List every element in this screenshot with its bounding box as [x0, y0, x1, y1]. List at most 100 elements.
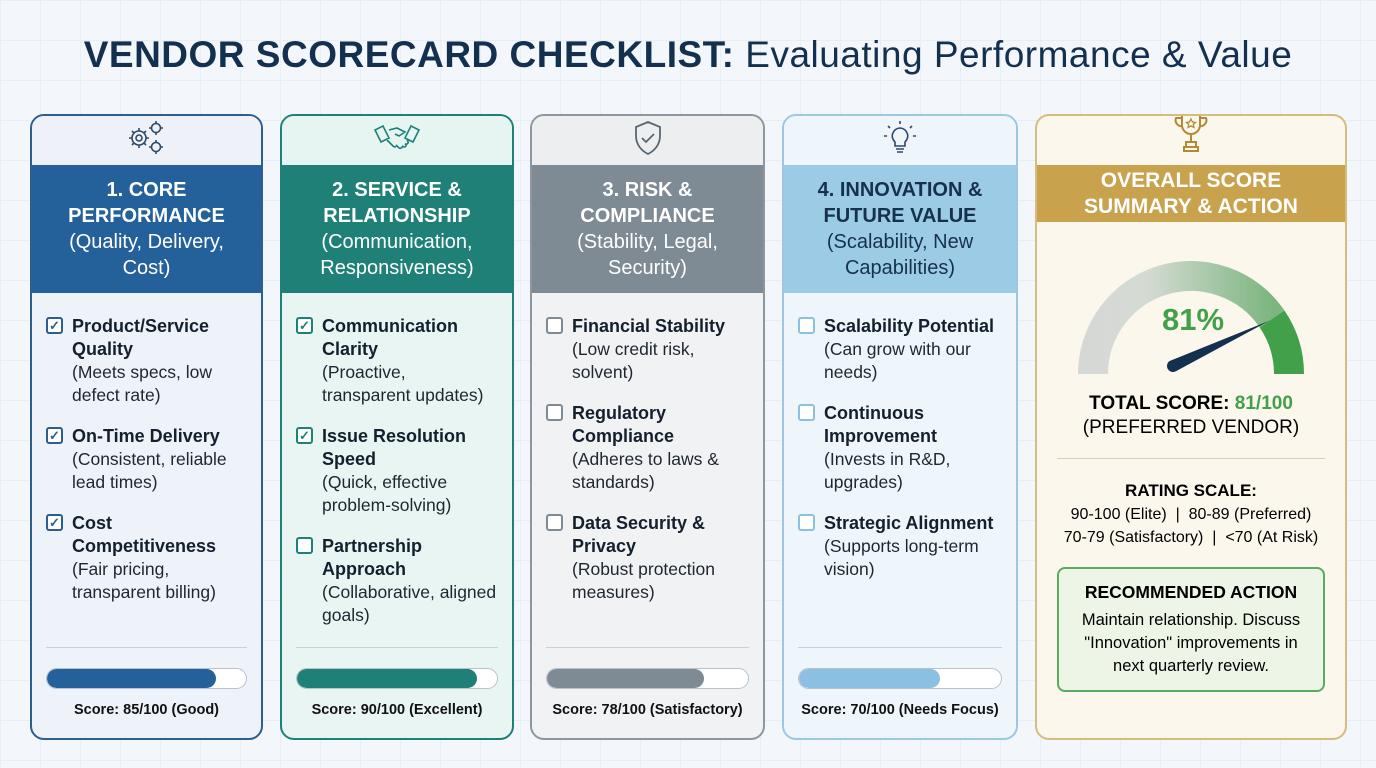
- card-subtitle: (Communication, Responsiveness): [320, 231, 474, 279]
- checklist-item: Data Security & Privacy (Robust protectio…: [546, 512, 749, 604]
- item-title: Product/Service Quality: [72, 316, 210, 359]
- score-text: Score: 70/100 (Needs Focus): [801, 702, 999, 718]
- page-title: VENDOR SCORECARD CHECKLIST: Evaluating P…: [0, 34, 1376, 76]
- action-title: RECOMMENDED ACTION: [1084, 582, 1298, 602]
- category-card-4: 4. INNOVATION & FUTURE VALUE (Scalability…: [782, 114, 1018, 740]
- card-footer: Score: 85/100 (Good): [46, 647, 247, 718]
- checklist-item: ✓ Product/Service Quality (Meets specs, lo…: [46, 315, 247, 407]
- gauge-needle: [1167, 320, 1270, 372]
- item-title: Data Security & Privacy: [572, 513, 706, 556]
- card-title: 1. CORE PERFORMANCE: [68, 179, 225, 227]
- action-text: Maintain relationship. Discuss "Innovati…: [1081, 611, 1301, 675]
- trophy-icon: [1174, 116, 1208, 152]
- item-description: (Can grow with our needs): [824, 339, 971, 382]
- shield-check-icon: [632, 120, 664, 161]
- checked-checkbox[interactable]: ✓: [296, 427, 313, 444]
- unchecked-checkbox[interactable]: [546, 404, 563, 421]
- summary-header: OVERALL SCORE SUMMARY & ACTION: [1037, 165, 1345, 222]
- unchecked-checkbox[interactable]: [798, 404, 815, 421]
- gauge-label: 81%: [1162, 302, 1224, 337]
- card-title: 3. RISK & COMPLIANCE: [580, 179, 715, 227]
- category-card-3: 3. RISK & COMPLIANCE (Stability, Legal, S…: [530, 114, 765, 740]
- item-description: (Consistent, reliable lead times): [72, 449, 227, 492]
- lightbulb-icon: [882, 120, 918, 161]
- checklist-item: Continuous Improvement (Invests in R&D, u…: [798, 402, 1002, 494]
- item-title: Communication Clarity: [322, 316, 459, 359]
- unchecked-checkbox[interactable]: [798, 317, 815, 334]
- checklist-item: Scalability Potential (Can grow with our …: [798, 315, 1002, 384]
- checked-checkbox[interactable]: ✓: [46, 427, 63, 444]
- card-footer: Score: 90/100 (Excellent): [296, 647, 498, 718]
- unchecked-checkbox[interactable]: [296, 537, 313, 554]
- score-text: Score: 78/100 (Satisfactory): [552, 702, 743, 718]
- checklist-item: Partnership Approach (Collaborative, alig…: [296, 535, 498, 627]
- unchecked-checkbox[interactable]: [546, 317, 563, 334]
- rating-line-1: 90-100 (Elite) | 80-89 (Preferred): [1070, 506, 1312, 523]
- checklist-item: ✓ On-Time Delivery (Consistent, reliable l…: [46, 425, 247, 494]
- score-gauge: 81%: [1078, 261, 1304, 375]
- item-title: Scalability Potential: [824, 316, 995, 336]
- card-icon-area: [532, 116, 763, 165]
- card-header: 3. RISK & COMPLIANCE (Stability, Legal, S…: [532, 165, 763, 293]
- card-subtitle: (Scalability, New Capabilities): [826, 231, 974, 279]
- item-description: (Low credit risk, solvent): [572, 339, 695, 382]
- unchecked-checkbox[interactable]: [546, 514, 563, 531]
- handshake-icon: [373, 122, 421, 159]
- card-icon-area: [282, 116, 512, 165]
- category-card-2: 2. SERVICE & RELATIONSHIP (Communication,…: [280, 114, 514, 740]
- vendor-status: (PREFERRED VENDOR): [1082, 417, 1300, 438]
- checklist-item: ✓ Communication Clarity (Proactive, transp…: [296, 315, 498, 407]
- item-title: Continuous Improvement: [824, 403, 938, 446]
- total-label: TOTAL SCORE:: [1089, 393, 1230, 414]
- summary-card: OVERALL SCORE SUMMARY & ACTION 81% TOTAL…: [1035, 114, 1347, 740]
- item-description: (Meets specs, low defect rate): [72, 362, 213, 405]
- item-title: Partnership Approach: [322, 536, 423, 579]
- card-subtitle: (Stability, Legal, Security): [577, 231, 718, 279]
- item-description: (Invests in R&D, upgrades): [824, 449, 951, 492]
- card-header: 2. SERVICE & RELATIONSHIP (Communication,…: [282, 165, 512, 293]
- item-description: (Robust protection measures): [572, 559, 715, 602]
- unchecked-checkbox[interactable]: [798, 514, 815, 531]
- checklist: ✓ Product/Service Quality (Meets specs, lo…: [32, 293, 261, 604]
- checklist-item: Strategic Alignment (Supports long-term v…: [798, 512, 1002, 581]
- category-card-1: 1. CORE PERFORMANCE (Quality, Delivery, C…: [30, 114, 263, 740]
- rating-title: RATING SCALE:: [1125, 481, 1257, 500]
- score-text: Score: 85/100 (Good): [73, 702, 220, 718]
- total-score: TOTAL SCORE: 81/100 (PREFERRED VENDOR): [1037, 392, 1345, 440]
- gears-icon: [125, 120, 169, 161]
- score-progress-fill: [297, 669, 477, 688]
- title-bold: VENDOR SCORECARD CHECKLIST:: [83, 34, 735, 75]
- checked-checkbox[interactable]: ✓: [296, 317, 313, 334]
- item-description: (Fair pricing, transparent billing): [72, 559, 216, 602]
- item-title: On-Time Delivery: [72, 426, 220, 446]
- checklist-item: ✓ Issue Resolution Speed (Quick, effective…: [296, 425, 498, 517]
- card-title: 4. INNOVATION & FUTURE VALUE: [817, 179, 983, 227]
- checklist-item: Financial Stability (Low credit risk, sol…: [546, 315, 749, 384]
- item-description: (Collaborative, aligned goals): [322, 582, 497, 625]
- total-value: 81/100: [1234, 393, 1293, 414]
- gauge-highlight: [1259, 310, 1304, 375]
- item-title: Cost Competitiveness: [72, 513, 217, 556]
- card-footer: Score: 70/100 (Needs Focus): [798, 647, 1002, 718]
- score-progress-bar: [546, 668, 749, 689]
- item-title: Regulatory Compliance: [572, 403, 675, 446]
- checked-checkbox[interactable]: ✓: [46, 317, 63, 334]
- summary-title: OVERALL SCORE SUMMARY & ACTION: [1084, 168, 1298, 218]
- item-description: (Adheres to laws & standards): [572, 449, 719, 492]
- card-icon-area: [784, 116, 1016, 165]
- card-header: 4. INNOVATION & FUTURE VALUE (Scalability…: [784, 165, 1016, 293]
- card-header: 1. CORE PERFORMANCE (Quality, Delivery, C…: [32, 165, 261, 293]
- checklist: Financial Stability (Low credit risk, sol…: [532, 293, 763, 604]
- summary-icon-area: [1037, 116, 1345, 165]
- checklist-item: Regulatory Compliance (Adheres to laws & …: [546, 402, 749, 494]
- item-description: (Supports long-term vision): [824, 536, 979, 579]
- score-progress-fill: [799, 669, 941, 688]
- checked-checkbox[interactable]: ✓: [46, 514, 63, 531]
- item-description: (Quick, effective problem-solving): [322, 472, 452, 515]
- checklist-item: ✓ Cost Competitiveness (Fair pricing, tran…: [46, 512, 247, 604]
- score-progress-bar: [296, 668, 498, 689]
- score-text: Score: 90/100 (Excellent): [311, 702, 483, 718]
- score-progress-fill: [547, 669, 704, 688]
- card-title: 2. SERVICE & RELATIONSHIP: [323, 179, 471, 227]
- title-light: Evaluating Performance & Value: [745, 34, 1293, 75]
